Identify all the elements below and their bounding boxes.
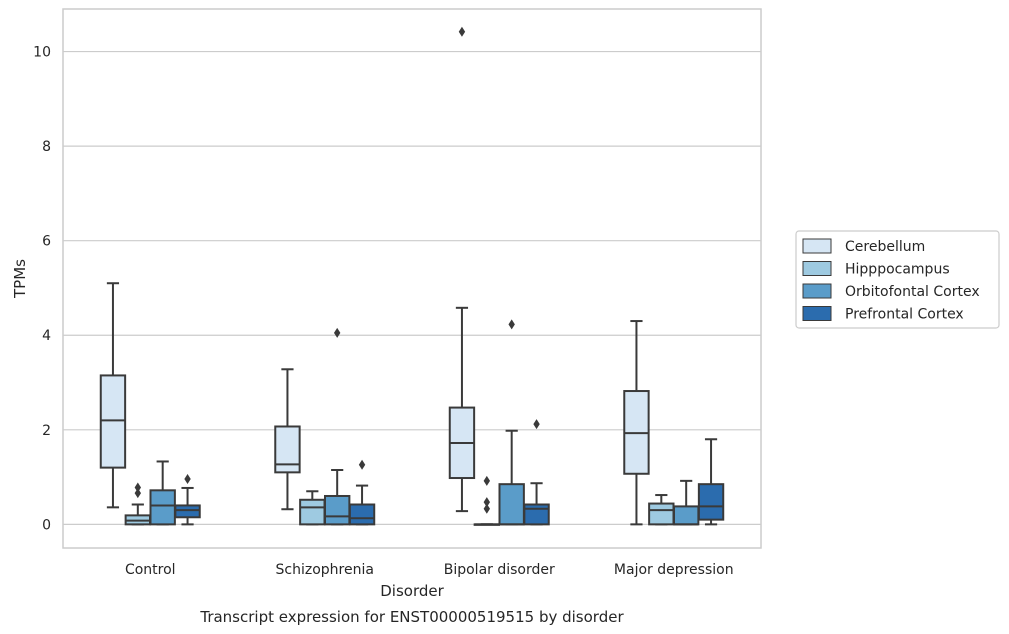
chart-caption: Transcript expression for ENST0000051951… <box>199 608 624 626</box>
outlier-point <box>184 473 191 484</box>
box-hipppocampus <box>299 490 326 526</box>
y-axis-ticks: 0 2 4 6 8 10 <box>33 45 51 534</box>
box-cerebellum <box>274 368 301 511</box>
boxes <box>99 26 725 526</box>
outlier-point <box>358 459 366 470</box>
plot-frame <box>62 8 762 549</box>
box-body <box>299 498 326 526</box>
x-tick-label: Major depression <box>614 562 734 578</box>
box-body <box>99 374 127 469</box>
outlier-point <box>483 503 491 514</box>
box-prefrontal-cortex <box>697 438 725 526</box>
outlier-point <box>483 497 491 508</box>
box-hipppocampus <box>473 475 501 526</box>
y-axis-title: TPMs <box>11 259 29 299</box>
outlier-point <box>134 482 142 493</box>
box-body <box>274 425 301 474</box>
legend-swatch <box>802 283 832 299</box>
legend-label: Cerebellum <box>845 239 925 255</box>
legend: Cerebellum Hipppocampus Orbitofontal Corte… <box>795 230 1000 329</box>
legend-swatch <box>802 261 832 276</box>
outlier-point <box>458 26 466 37</box>
box-orbitofontal-cortex <box>498 319 525 526</box>
y-tick-label: 0 <box>42 517 51 533</box>
legend-label: Orbitofontal Cortex <box>845 284 980 300</box>
box-cerebellum <box>623 320 650 526</box>
x-axis-title: Disorder <box>380 582 444 600</box>
box-cerebellum <box>99 282 127 509</box>
outlier-point <box>533 419 540 430</box>
outlier-point <box>333 327 341 338</box>
legend-frame <box>795 230 1000 329</box>
legend-swatch <box>802 238 832 254</box>
y-tick-label: 2 <box>42 423 51 439</box>
box-body <box>523 503 550 526</box>
y-tick-label: 6 <box>42 234 51 250</box>
box-hipppocampus <box>124 482 152 526</box>
x-axis-ticks: Control Schizophrenia Bipolar disorder Majo… <box>125 562 734 578</box>
box-body <box>498 483 525 526</box>
y-tick-label: 4 <box>42 328 51 344</box>
box-body <box>697 483 725 521</box>
box-orbitofontal-cortex <box>149 460 176 526</box>
x-tick-label: Bipolar disorder <box>444 562 555 578</box>
box-body <box>648 502 675 526</box>
box-cerebellum <box>448 26 476 513</box>
box-body <box>149 489 176 526</box>
x-tick-label: Schizophrenia <box>276 562 374 578</box>
box-prefrontal-cortex <box>174 473 201 526</box>
outlier-point <box>483 475 491 486</box>
box-prefrontal-cortex <box>348 459 376 526</box>
outlier-point <box>134 488 142 499</box>
box-orbitofontal-cortex <box>672 479 700 526</box>
box-body <box>174 504 201 519</box>
x-tick-label: Control <box>125 562 176 578</box>
grid-lines <box>63 50 761 525</box>
outlier-point <box>508 319 515 330</box>
box-body <box>323 494 351 526</box>
y-tick-label: 8 <box>42 139 51 155</box>
box-prefrontal-cortex <box>523 419 550 526</box>
box-body <box>672 505 700 526</box>
y-tick-label: 10 <box>33 45 51 61</box>
box-orbitofontal-cortex <box>323 327 351 526</box>
box-hipppocampus <box>648 494 675 526</box>
legend-label: Hipppocampus <box>845 262 950 278</box>
legend-swatch <box>802 306 832 321</box>
box-body <box>348 503 376 526</box>
legend-label: Prefrontal Cortex <box>845 307 964 323</box>
